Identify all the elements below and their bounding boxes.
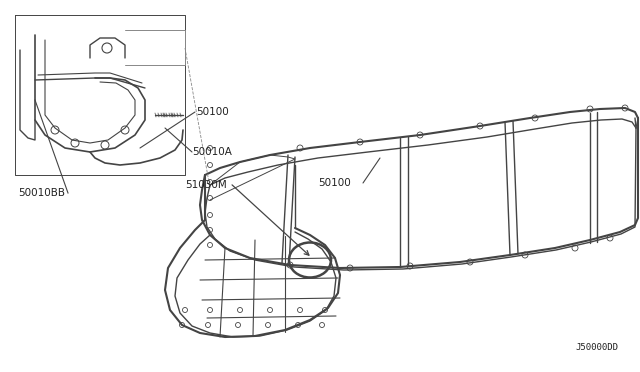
Text: 51030M: 51030M (185, 180, 227, 190)
Text: J50000DD: J50000DD (575, 343, 618, 352)
Text: 50100: 50100 (196, 107, 228, 117)
Text: 50100: 50100 (318, 178, 351, 188)
Text: 50010A: 50010A (192, 147, 232, 157)
Text: 50010BB: 50010BB (18, 188, 65, 198)
